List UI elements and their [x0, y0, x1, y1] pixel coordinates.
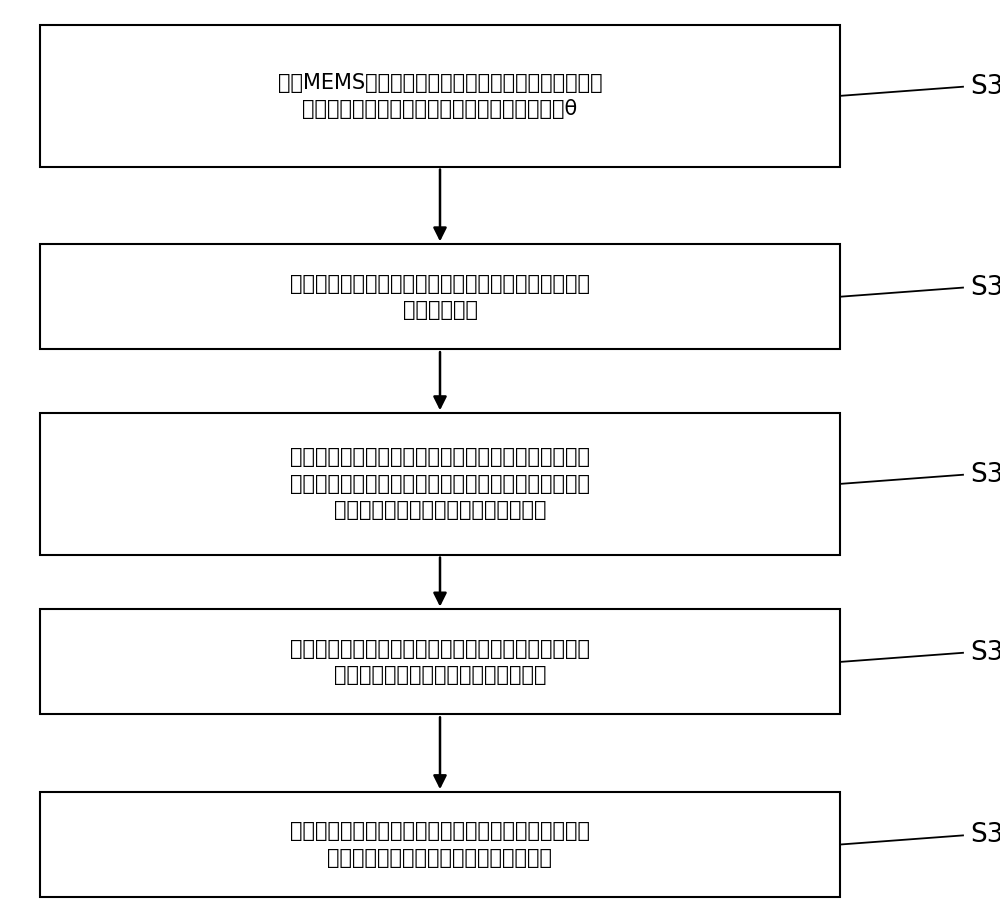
Text: S320: S320 — [970, 275, 1000, 300]
Text: S350: S350 — [970, 823, 1000, 848]
Text: 监控平台收到预警信息，从数据库中自动提取所监测的
植物的身份信息，并进行倾斜报警提示: 监控平台收到预警信息，从数据库中自动提取所监测的 植物的身份信息，并进行倾斜报警… — [290, 639, 590, 685]
Text: 判定倾斜数据是否达到预警条件，是则进一步判定是否
为损伤性倾斜: 判定倾斜数据是否达到预警条件，是则进一步判定是否 为损伤性倾斜 — [290, 274, 590, 320]
Text: S340: S340 — [970, 640, 1000, 666]
Bar — [40, 26, 840, 167]
Bar — [40, 610, 840, 714]
Text: 获取MEMS陀螺仪的倾斜数据，所述倾斜数据包括倾斜
数度和自身加速度，通过积分计算获得倾斜角度θ: 获取MEMS陀螺仪的倾斜数据，所述倾斜数据包括倾斜 数度和自身加速度，通过积分计… — [278, 73, 602, 119]
Text: 判定是否为损伤性倾斜，是则自动激活摄像装置，并捕
获现场照片，同时向监控平台发送指定的预警信息，否
则直接向监控平台发送指定的预警信息: 判定是否为损伤性倾斜，是则自动激活摄像装置，并捕 获现场照片，同时向监控平台发送… — [290, 447, 590, 520]
Bar — [40, 244, 840, 349]
Bar — [40, 413, 840, 555]
Text: 通过检测平台的通信监控装置监控现场设备的数据通信
状态，排查报警过程关键数据的通信异常: 通过检测平台的通信监控装置监控现场设备的数据通信 状态，排查报警过程关键数据的通… — [290, 822, 590, 867]
Text: S310: S310 — [970, 74, 1000, 100]
Bar — [40, 792, 840, 897]
Text: S330: S330 — [970, 462, 1000, 488]
